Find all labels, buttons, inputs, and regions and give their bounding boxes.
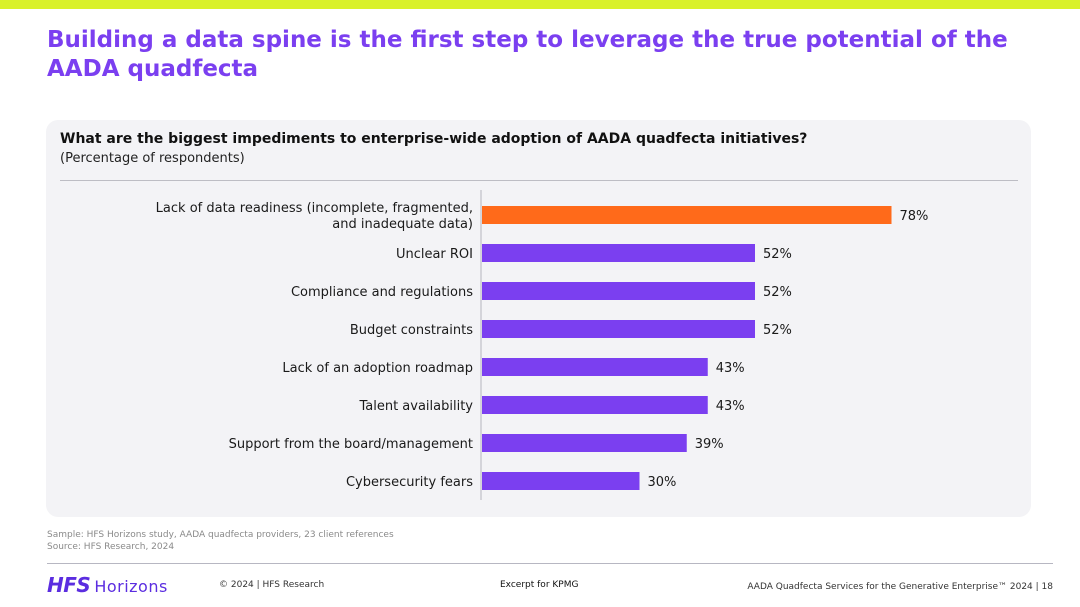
bar-4 [482,358,708,376]
category-label-0: Lack of data readiness (incomplete, frag… [156,201,473,232]
value-label-2: 52% [763,285,792,300]
logo-horizons-text: Horizons [94,577,168,596]
category-label-5: Talent availability [358,399,473,414]
hfs-horizons-logo: HFS Horizons [47,573,168,597]
value-label-6: 39% [695,437,724,452]
value-label-7: 30% [648,475,677,490]
category-label-line: and inadequate data) [332,217,473,232]
category-label-7: Cybersecurity fears [346,475,473,490]
footer-report-page: AADA Quadfecta Services for the Generati… [747,582,1053,592]
category-label-3: Budget constraints [350,323,473,338]
category-label-line: Budget constraints [350,323,473,338]
source-note: Source: HFS Research, 2024 [47,542,175,552]
logo-hfs-text: HFS [47,573,91,597]
category-label-1: Unclear ROI [396,247,473,262]
category-label-6: Support from the board/management [229,437,473,452]
footer-copyright: © 2024 | HFS Research [219,580,325,590]
category-label-line: Support from the board/management [229,437,473,452]
category-label-line: Unclear ROI [396,247,473,262]
category-label-line: Talent availability [358,399,473,414]
chart-question: What are the biggest impediments to ente… [60,131,808,147]
chart-subtitle: (Percentage of respondents) [60,151,245,166]
card-divider [60,180,1018,181]
value-label-3: 52% [763,323,792,338]
bar-7 [482,472,640,490]
bar-chart: 78% Lack of data readiness (incomplete, f… [156,190,929,500]
top-accent-bar [0,0,1080,9]
footer-excerpt: Excerpt for KPMG [500,580,579,590]
category-label-line: Lack of data readiness (incomplete, frag… [156,201,473,216]
category-label-4: Lack of an adoption roadmap [282,361,473,376]
category-label-line: Compliance and regulations [291,285,473,300]
page-title: Building a data spine is the first step … [47,27,1008,82]
bar-6 [482,434,687,452]
category-label-line: Cybersecurity fears [346,475,473,490]
value-label-5: 43% [716,399,745,414]
value-label-0: 78% [900,209,929,224]
bar-3 [482,320,755,338]
category-label-line: Lack of an adoption roadmap [282,361,473,376]
bar-2 [482,282,755,300]
bar-5 [482,396,708,414]
value-label-4: 43% [716,361,745,376]
bar-1 [482,244,755,262]
bar-0 [482,206,892,224]
category-label-2: Compliance and regulations [291,285,473,300]
value-label-1: 52% [763,247,792,262]
footer-divider [47,563,1053,564]
sample-note: Sample: HFS Horizons study, AADA quadfec… [47,530,394,540]
